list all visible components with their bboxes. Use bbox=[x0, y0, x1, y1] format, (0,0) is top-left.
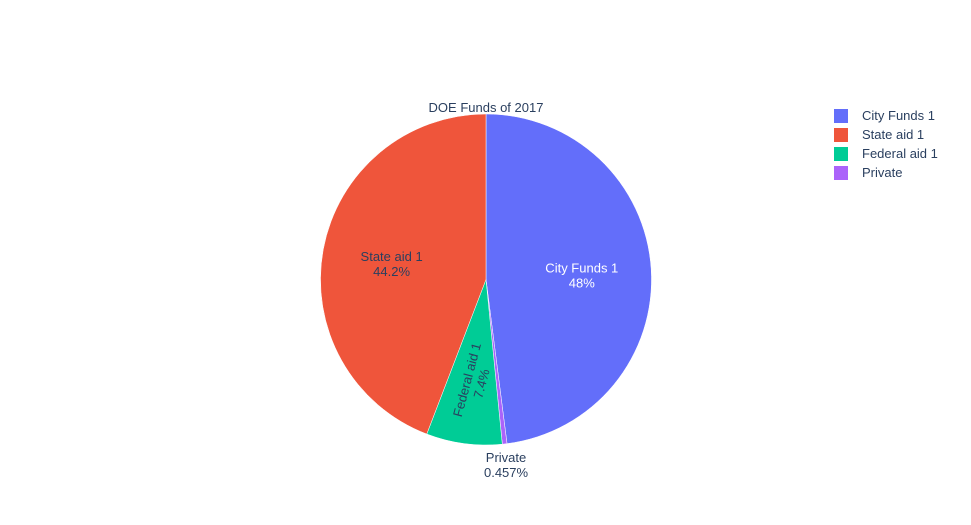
slice-label-percent: 0.457% bbox=[484, 465, 529, 480]
slice-label-city-funds-1: City Funds 148% bbox=[545, 260, 618, 290]
legend-label: City Funds 1 bbox=[862, 108, 935, 123]
chart-title: DOE Funds of 2017 bbox=[429, 100, 544, 115]
slice-label-percent: 48% bbox=[569, 275, 595, 290]
legend: City Funds 1 State aid 1 Federal aid 1 P… bbox=[834, 106, 964, 182]
slice-label-percent: 44.2% bbox=[373, 264, 410, 279]
legend-item-city-funds[interactable]: City Funds 1 bbox=[834, 106, 964, 125]
slice-label-name: City Funds 1 bbox=[545, 260, 618, 275]
slice-label-name: State aid 1 bbox=[361, 249, 423, 264]
legend-swatch bbox=[834, 165, 848, 180]
legend-swatch bbox=[834, 127, 848, 142]
legend-swatch bbox=[834, 146, 848, 161]
pie-slice-city-funds-1[interactable] bbox=[485, 113, 652, 444]
legend-label: State aid 1 bbox=[862, 127, 925, 142]
legend-swatch bbox=[834, 108, 848, 123]
legend-label: Federal aid 1 bbox=[862, 146, 938, 161]
legend-item-state-aid[interactable]: State aid 1 bbox=[834, 125, 964, 144]
legend-label: Private bbox=[862, 165, 903, 180]
pie-slices bbox=[320, 113, 652, 446]
pie-slice-state-aid-1[interactable] bbox=[320, 113, 487, 435]
legend-item-federal-aid[interactable]: Federal aid 1 bbox=[834, 144, 964, 163]
slice-label-name: Private bbox=[486, 450, 526, 465]
legend-item-private[interactable]: Private bbox=[834, 163, 964, 182]
slice-label-state-aid-1: State aid 144.2% bbox=[361, 249, 423, 279]
